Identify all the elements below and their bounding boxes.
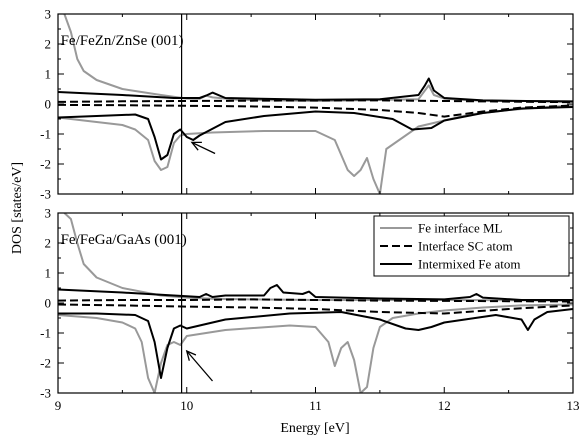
x-tick-label: 12 xyxy=(438,398,451,413)
series-line-1-spin-down xyxy=(58,305,573,394)
x-axis-label: Energy [eV] xyxy=(280,421,349,436)
annotation-arrow-shaft xyxy=(192,142,215,153)
y-tick-label: 0 xyxy=(45,296,52,311)
legend-label: Fe interface ML xyxy=(418,221,503,236)
series-line-3-spin-up xyxy=(58,285,573,300)
y-tick-label: 0 xyxy=(45,97,52,112)
y-tick-label: 2 xyxy=(45,236,52,251)
y-tick-label: -3 xyxy=(40,187,51,202)
dos-panel-1: -3 -2 -1 0 1 2 3 Fe/FeZn/ZnSe (001) xyxy=(40,7,573,202)
series-line-3-spin-down xyxy=(58,309,573,378)
x-tick-label: 10 xyxy=(180,398,193,413)
panel-title: Fe/FeZn/ZnSe (001) xyxy=(61,33,184,49)
series-line-3-spin-down xyxy=(58,107,573,160)
y-tick-label: -3 xyxy=(40,386,51,401)
x-tick-label: 11 xyxy=(309,398,322,413)
y-tick-label: -2 xyxy=(40,157,51,172)
y-tick-label: 3 xyxy=(45,7,52,22)
panel-title: Fe/FeGa/GaAs (001) xyxy=(61,232,187,248)
y-tick-label: 3 xyxy=(45,206,52,221)
legend: Fe interface ML Interface SC atom Intermix… xyxy=(374,216,569,276)
y-tick-label: 2 xyxy=(45,37,52,52)
x-tick-label: 9 xyxy=(55,398,62,413)
y-tick-label: -1 xyxy=(40,127,51,142)
y-tick-label: 1 xyxy=(45,67,52,82)
y-tick-label: -1 xyxy=(40,326,51,341)
series-line-1-spin-up xyxy=(64,14,573,101)
series-line-1-spin-down xyxy=(58,106,573,195)
y-tick-label: -2 xyxy=(40,356,51,371)
annotation-arrow-shaft xyxy=(187,351,213,381)
y-axis-label: DOS [states/eV] xyxy=(10,162,25,254)
legend-label: Interface SC atom xyxy=(418,239,513,254)
legend-label: Intermixed Fe atom xyxy=(418,257,521,272)
x-tick-label: 13 xyxy=(567,398,580,413)
y-tick-label: 1 xyxy=(45,266,52,281)
